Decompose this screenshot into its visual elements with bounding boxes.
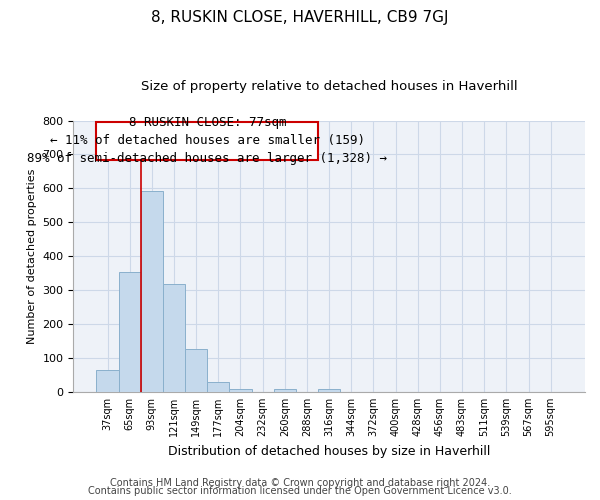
Bar bbox=[274, 388, 296, 392]
Bar bbox=[141, 191, 163, 392]
FancyBboxPatch shape bbox=[97, 122, 318, 160]
Bar bbox=[163, 284, 185, 392]
Bar bbox=[97, 370, 119, 392]
Bar bbox=[318, 388, 340, 392]
Text: 8 RUSKIN CLOSE: 77sqm
← 11% of detached houses are smaller (159)
89% of semi-det: 8 RUSKIN CLOSE: 77sqm ← 11% of detached … bbox=[27, 116, 387, 165]
Bar bbox=[185, 348, 207, 392]
Text: Contains HM Land Registry data © Crown copyright and database right 2024.: Contains HM Land Registry data © Crown c… bbox=[110, 478, 490, 488]
Bar bbox=[207, 382, 229, 392]
X-axis label: Distribution of detached houses by size in Haverhill: Distribution of detached houses by size … bbox=[168, 444, 490, 458]
Bar bbox=[229, 388, 251, 392]
Text: 8, RUSKIN CLOSE, HAVERHILL, CB9 7GJ: 8, RUSKIN CLOSE, HAVERHILL, CB9 7GJ bbox=[151, 10, 449, 25]
Y-axis label: Number of detached properties: Number of detached properties bbox=[27, 168, 37, 344]
Title: Size of property relative to detached houses in Haverhill: Size of property relative to detached ho… bbox=[141, 80, 517, 93]
Text: Contains public sector information licensed under the Open Government Licence v3: Contains public sector information licen… bbox=[88, 486, 512, 496]
Bar bbox=[119, 272, 141, 392]
